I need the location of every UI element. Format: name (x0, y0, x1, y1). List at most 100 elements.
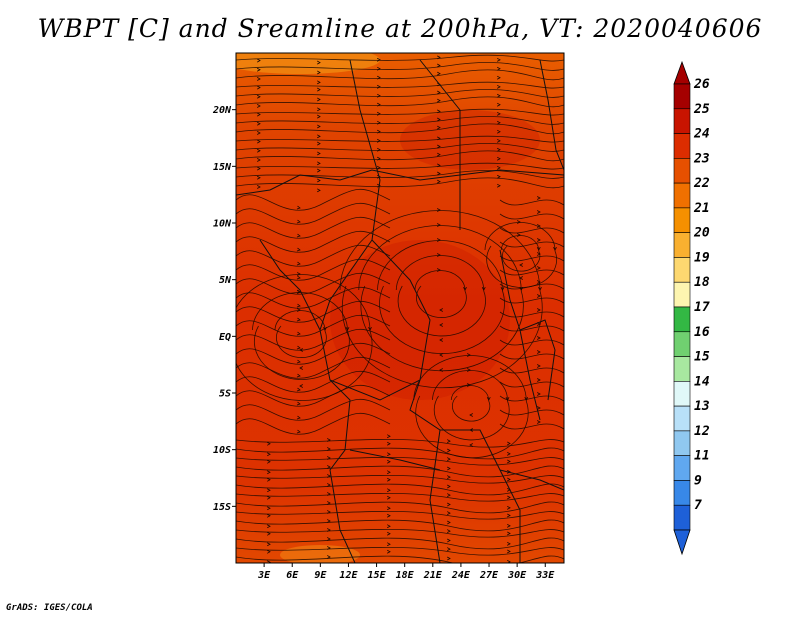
streamline-arrow (299, 384, 303, 388)
streamline (499, 381, 564, 388)
colorbar-swatch (673, 356, 691, 382)
colorbar-label: 26 (693, 77, 710, 92)
streamline-arrow (437, 152, 441, 157)
streamline (395, 255, 486, 337)
streamline-arrow (257, 185, 261, 189)
streamline (236, 555, 564, 563)
streamline (236, 150, 564, 162)
colorbar-swatch (673, 430, 691, 456)
streamline (236, 170, 564, 179)
streamline-arrow (437, 55, 441, 60)
colorbar-swatch (673, 108, 691, 134)
streamline-arrow (257, 67, 261, 72)
streamline (499, 199, 564, 206)
streamline-arrow (447, 466, 451, 471)
streamline-arrow (538, 287, 542, 291)
lat-tick-label: 15S (213, 502, 231, 513)
streamline (236, 62, 564, 71)
streamline-arrow (267, 531, 271, 536)
streamline (236, 447, 564, 460)
streamline-arrow (377, 75, 381, 80)
streamline (236, 519, 564, 532)
streamline-arrow (497, 102, 501, 107)
streamline-arrow (317, 141, 321, 146)
streamline-arrow (447, 511, 451, 515)
streamline-arrow (387, 495, 391, 500)
streamline-arrow (327, 456, 331, 460)
streamline-arrow (296, 317, 301, 322)
streamline (358, 225, 524, 372)
colorbar-swatch (673, 182, 691, 209)
streamline (236, 177, 564, 189)
streamline (499, 367, 564, 374)
streamline-arrow (377, 102, 381, 107)
streamline-arrow (447, 457, 451, 461)
lat-tick-label: 20N (212, 105, 232, 116)
streamline (252, 292, 350, 380)
streamline-arrow (447, 520, 451, 525)
streamline-arrow (497, 75, 501, 80)
streamline-arrow (267, 441, 271, 446)
streamline-arrow (377, 84, 381, 89)
colorbar-swatch (673, 257, 691, 283)
streamline (499, 339, 564, 346)
streamline-arrow (296, 275, 301, 280)
streamline-arrow (317, 70, 321, 75)
lon-tick-label: 33E (535, 570, 555, 581)
streamline-arrow (437, 253, 441, 257)
colorbar-label: 20 (693, 226, 710, 241)
streamline-arrow (296, 429, 301, 434)
streamline-arrow (296, 345, 301, 350)
streamline (236, 188, 391, 211)
streamline-arrow (267, 477, 271, 482)
streamline-arrow (387, 488, 391, 493)
streamline-arrow (387, 506, 391, 511)
lat-axis: 20N 15N 10N 5N EQ 5S 10S 15S (212, 105, 236, 513)
streamline-arrow (467, 368, 471, 372)
streamline-arrow (257, 139, 261, 144)
streamline-arrow (296, 415, 301, 420)
streamline-arrow (447, 556, 451, 561)
streamline (236, 244, 391, 267)
streamline-arrow (257, 85, 261, 90)
credit-label: GrADS: IGES/COLA (6, 603, 93, 613)
streamline-arrow (387, 531, 391, 536)
streamline (499, 283, 564, 290)
streamline-arrow (327, 474, 331, 478)
colorbar-label: 13 (694, 399, 710, 414)
streamline-arrow (317, 161, 321, 166)
streamline (236, 108, 564, 116)
streamline-arrow (296, 303, 301, 308)
streamline (499, 409, 564, 416)
streamline-arrow (257, 148, 261, 153)
lat-tick-label: 10S (213, 445, 231, 456)
streamline-arrow (327, 465, 331, 469)
streamline-arrow (507, 495, 511, 500)
streamline-arrow (469, 443, 473, 447)
streamline-arrow (517, 220, 521, 224)
streamline-arrow (437, 125, 441, 130)
streamline (499, 423, 564, 430)
streamline-arrow (519, 263, 523, 267)
colorbar-swatch (673, 381, 691, 407)
streamline-arrow (437, 98, 441, 103)
map-frame (235, 52, 565, 564)
streamline-arrow (497, 156, 501, 161)
streamline-arrow (296, 401, 301, 406)
streamline-arrow (317, 60, 321, 65)
streamline-arrow (317, 97, 321, 102)
streamline (236, 81, 564, 89)
lat-tick-label: 5S (219, 389, 231, 400)
streamline-arrow (537, 224, 541, 228)
streamline (499, 241, 564, 248)
streamline (236, 116, 564, 125)
streamline-arrow (377, 66, 381, 71)
streamline-arrow (507, 531, 511, 536)
streamline-arrow (317, 134, 321, 139)
streamline-arrow (377, 120, 381, 125)
colorbar-label: 21 (693, 201, 710, 216)
streamline-arrow (537, 294, 541, 298)
streamline-arrow (507, 523, 511, 528)
streamline-arrow (267, 524, 271, 529)
